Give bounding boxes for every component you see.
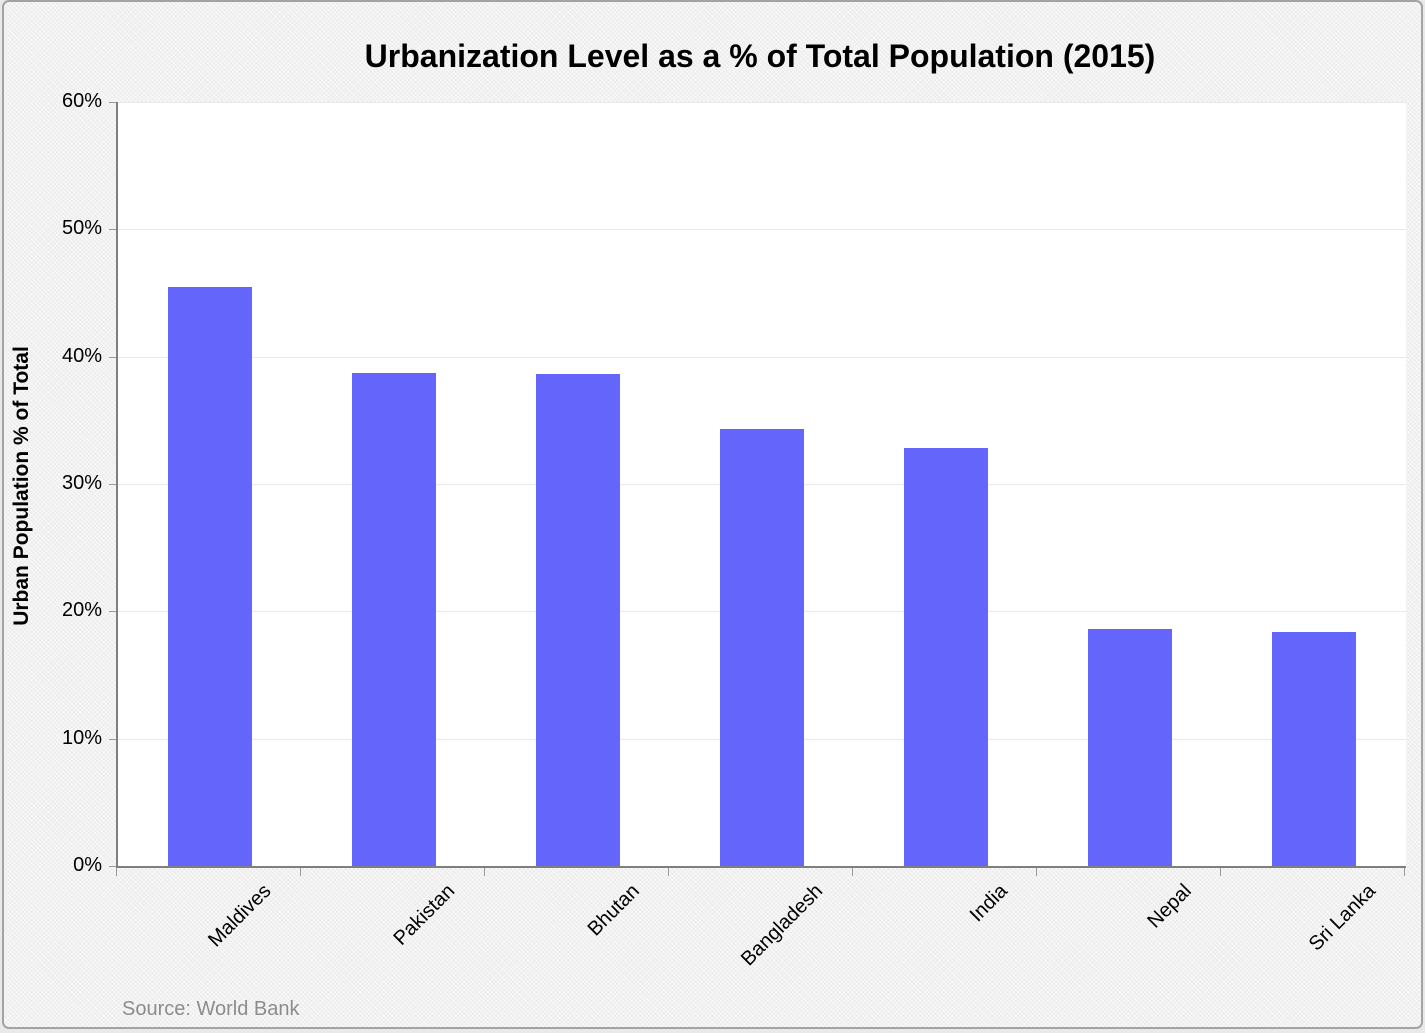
chart-title: Urbanization Level as a % of Total Popul… xyxy=(364,38,1156,74)
bar-maldives xyxy=(168,287,252,866)
plot-area xyxy=(116,102,1406,868)
y-axis-tick xyxy=(109,356,116,358)
y-axis-tick-label: 10% xyxy=(61,726,102,749)
bar-pakistan xyxy=(352,373,436,866)
x-axis-tick xyxy=(484,868,485,876)
x-axis-tick xyxy=(852,868,853,876)
gridline xyxy=(118,229,1406,231)
y-axis-tick-label: 0% xyxy=(73,854,102,876)
x-axis-tick xyxy=(1404,868,1405,876)
x-axis-label-sri-lanka: Sri Lanka xyxy=(1304,880,1380,956)
bar-india xyxy=(904,448,988,866)
x-axis-label-bhutan: Bhutan xyxy=(583,880,644,941)
gridline xyxy=(118,356,1406,358)
x-axis-tick xyxy=(116,868,117,876)
y-axis-title: Urban Population % of Total xyxy=(10,346,33,626)
x-axis-tick xyxy=(1220,868,1221,876)
y-axis-tick-label: 30% xyxy=(61,472,102,494)
y-axis-tick xyxy=(109,738,116,740)
y-axis-tick-label: 20% xyxy=(61,599,102,622)
x-axis-label-maldives: Maldives xyxy=(204,880,276,952)
x-axis-label-bangladesh: Bangladesh xyxy=(737,880,828,971)
source-note: Source: World Bank xyxy=(122,998,300,1020)
x-axis-tick xyxy=(1036,868,1037,876)
x-axis-label-india: India xyxy=(965,880,1012,927)
bar-bangladesh xyxy=(720,429,804,866)
x-axis-label-nepal: Nepal xyxy=(1143,880,1196,933)
y-axis-tick xyxy=(109,102,116,103)
y-axis-tick-label: 40% xyxy=(61,344,102,367)
y-axis-tick-label: 50% xyxy=(61,217,102,240)
y-axis-tick xyxy=(109,611,116,613)
y-axis-tick xyxy=(109,484,116,485)
bar-sri-lanka xyxy=(1272,632,1356,866)
bar-bhutan xyxy=(536,374,620,866)
y-axis-tick-label: 60% xyxy=(61,90,102,112)
bar-nepal xyxy=(1088,629,1172,866)
x-axis-label-pakistan: Pakistan xyxy=(389,880,460,950)
gridline xyxy=(118,102,1406,103)
y-axis-tick xyxy=(109,229,116,231)
x-axis-tick xyxy=(668,868,669,876)
x-axis-tick xyxy=(300,868,301,876)
y-axis-tick xyxy=(109,866,116,867)
